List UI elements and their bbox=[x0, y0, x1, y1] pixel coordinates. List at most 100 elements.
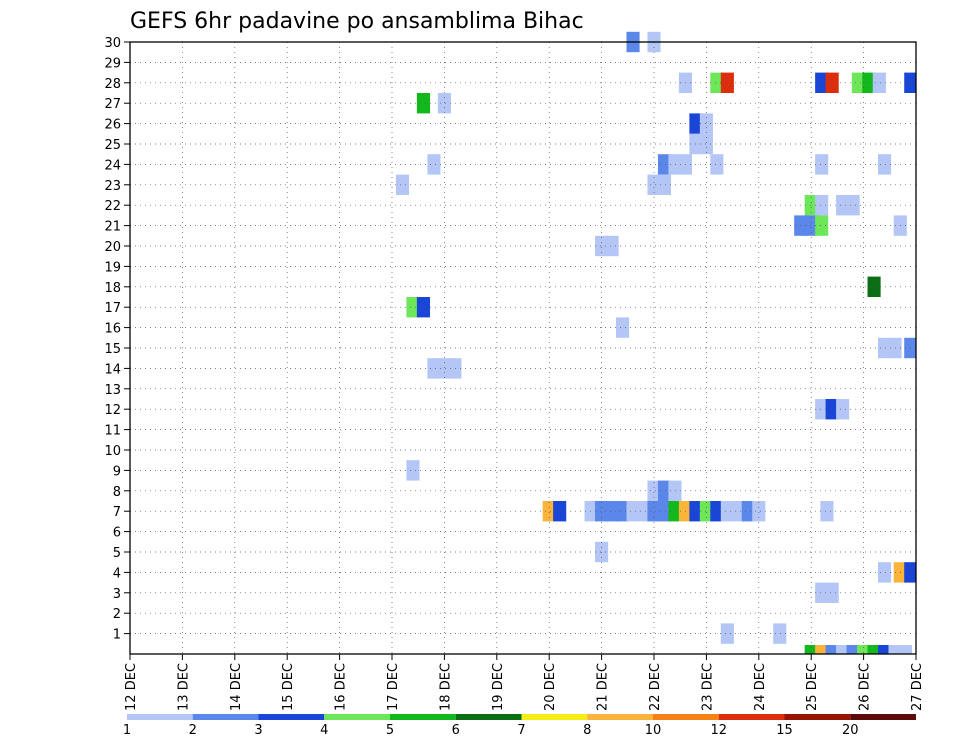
precip-cell bbox=[542, 501, 556, 522]
precip-cell bbox=[851, 72, 865, 93]
precip-cell bbox=[872, 72, 886, 93]
y-tick-label: 13 bbox=[104, 383, 121, 398]
colorbar-segment bbox=[192, 714, 259, 720]
y-tick-label: 8 bbox=[113, 485, 121, 500]
precip-cell bbox=[820, 501, 834, 522]
y-tick-label: 22 bbox=[104, 199, 121, 214]
precip-cell bbox=[815, 215, 829, 236]
precip-cell bbox=[825, 399, 839, 420]
precip-cell bbox=[846, 195, 860, 216]
y-tick-label: 20 bbox=[104, 240, 121, 255]
precip-cell bbox=[825, 645, 839, 654]
colorbar-label: 20 bbox=[842, 723, 859, 738]
precip-cell bbox=[437, 358, 451, 379]
y-tick-label: 5 bbox=[113, 546, 121, 561]
colorbar-label: 4 bbox=[320, 723, 328, 738]
precip-cell bbox=[825, 582, 839, 603]
precip-cell bbox=[699, 133, 713, 155]
y-tick-label: 25 bbox=[104, 138, 121, 153]
y-tick-label: 7 bbox=[113, 505, 121, 520]
colorbar-label: 8 bbox=[583, 723, 591, 738]
colorbar-segment bbox=[455, 714, 522, 720]
precip-cell bbox=[406, 297, 420, 318]
colorbar-label: 7 bbox=[517, 723, 525, 738]
y-tick-label: 26 bbox=[104, 118, 121, 133]
x-tick-label: 26 DEC bbox=[858, 663, 873, 711]
colorbar: 1 2 3 4 5 6 7 8 10 12 15 20 bbox=[123, 714, 916, 738]
x-tick-label: 17 DEC bbox=[386, 663, 401, 711]
precip-cell bbox=[804, 645, 818, 654]
precip-cell bbox=[867, 276, 881, 297]
colorbar-segment bbox=[784, 714, 851, 720]
precip-cell bbox=[857, 645, 871, 654]
precip-cell bbox=[878, 154, 892, 175]
y-tick-label: 10 bbox=[104, 444, 121, 459]
grid-layer bbox=[129, 41, 917, 654]
precip-cell bbox=[657, 501, 672, 522]
precip-cell bbox=[636, 501, 651, 522]
y-tick-label: 12 bbox=[104, 403, 121, 418]
precip-cell bbox=[657, 174, 672, 195]
precip-cell bbox=[878, 645, 892, 654]
precip-cell bbox=[605, 501, 619, 522]
chart-title: GEFS 6hr padavine po ansamblima Bihac bbox=[130, 9, 584, 34]
y-tick-label: 28 bbox=[104, 77, 121, 92]
colorbar-label: 3 bbox=[254, 723, 262, 738]
x-tick-label: 12 DEC bbox=[124, 663, 139, 711]
precip-cell bbox=[427, 358, 441, 379]
x-tick-label: 20 DEC bbox=[543, 663, 558, 711]
precip-cell bbox=[553, 501, 567, 522]
x-tick-label: 21 DEC bbox=[596, 663, 611, 711]
cells-layer bbox=[395, 31, 916, 654]
precip-cell bbox=[657, 154, 672, 175]
colorbar-segment bbox=[718, 714, 785, 720]
precip-cell bbox=[825, 72, 839, 93]
precip-cell bbox=[699, 113, 713, 134]
x-tick-label: 16 DEC bbox=[334, 663, 349, 711]
y-tick-label: 11 bbox=[104, 424, 121, 439]
precip-cell bbox=[616, 317, 630, 338]
x-tick-label: 27 DEC bbox=[910, 663, 925, 711]
y-tick-label: 1 bbox=[113, 628, 121, 643]
colorbar-label: 2 bbox=[189, 723, 197, 738]
precip-cell bbox=[668, 154, 682, 175]
colorbar-segment bbox=[127, 714, 193, 720]
precip-cell bbox=[815, 582, 829, 603]
precip-cell bbox=[406, 460, 420, 481]
precip-cell bbox=[878, 337, 892, 359]
plot-frame bbox=[129, 41, 917, 655]
y-tick-label: 19 bbox=[104, 260, 121, 275]
y-tick-label: 21 bbox=[104, 220, 121, 235]
y-tick-label: 18 bbox=[104, 281, 121, 296]
y-tick-label: 16 bbox=[104, 322, 121, 337]
precip-cell bbox=[584, 501, 598, 522]
y-tick-label: 15 bbox=[104, 342, 121, 357]
colorbar-segment bbox=[390, 714, 456, 720]
y-tick-label: 4 bbox=[113, 566, 121, 581]
precip-cell bbox=[710, 501, 724, 522]
precip-cell bbox=[647, 501, 661, 522]
precip-cell bbox=[741, 501, 755, 522]
precip-cell bbox=[437, 93, 451, 114]
precip-cell bbox=[616, 501, 630, 522]
precip-cell bbox=[427, 154, 441, 175]
y-tick-label: 14 bbox=[104, 362, 121, 377]
precip-cell bbox=[720, 501, 734, 522]
y-tick-label: 9 bbox=[113, 464, 121, 479]
precip-cell bbox=[836, 645, 850, 654]
precip-cell bbox=[710, 72, 724, 93]
y-tick-label: 29 bbox=[104, 56, 121, 71]
precip-cell bbox=[416, 93, 430, 114]
precip-cell bbox=[815, 72, 829, 93]
colorbar-label: 1 bbox=[123, 723, 131, 738]
precip-cell bbox=[668, 480, 682, 501]
precip-cell bbox=[647, 174, 661, 195]
precip-cell bbox=[815, 154, 829, 175]
precip-cell bbox=[448, 358, 462, 379]
y-tick-label: 17 bbox=[104, 301, 121, 316]
colorbar-segment bbox=[258, 714, 325, 720]
y-tick-label: 6 bbox=[113, 526, 121, 541]
precip-cell bbox=[867, 645, 881, 654]
precip-cell bbox=[815, 399, 829, 420]
precip-cell bbox=[836, 399, 850, 420]
